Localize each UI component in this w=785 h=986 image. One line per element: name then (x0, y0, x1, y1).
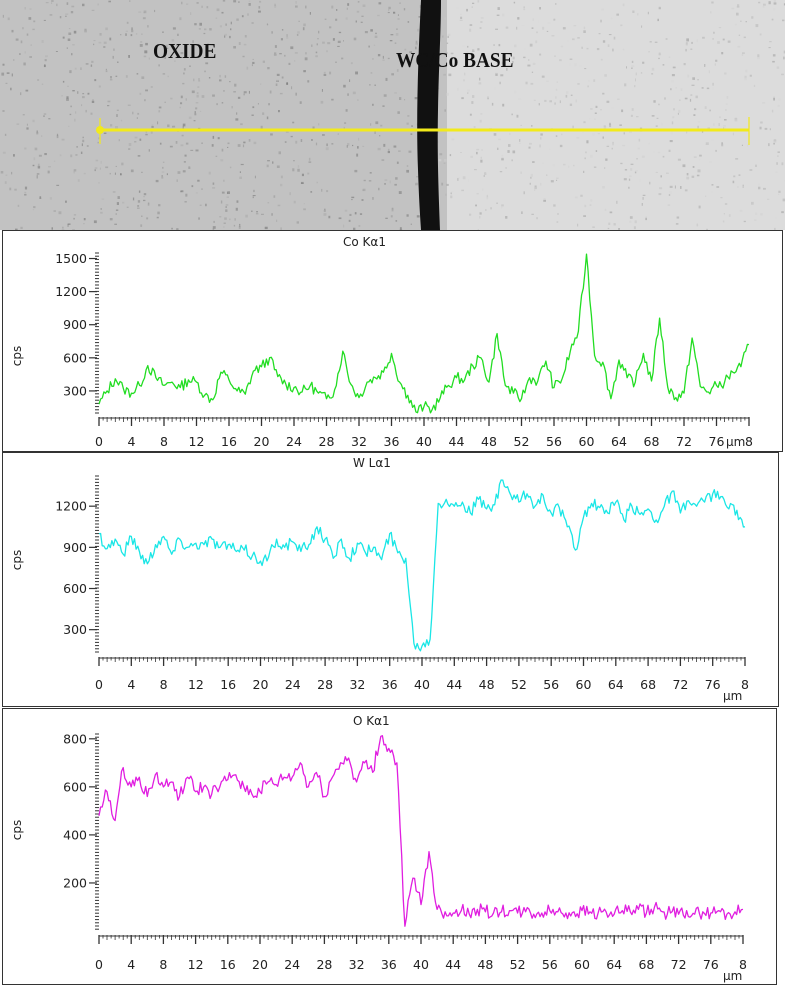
svg-text:12: 12 (188, 957, 204, 972)
svg-text:52: 52 (511, 677, 527, 692)
svg-text:52: 52 (514, 434, 530, 449)
svg-text:68: 68 (640, 677, 656, 692)
svg-text:800: 800 (63, 731, 87, 746)
svg-text:40: 40 (414, 677, 430, 692)
co-y-axis-label: cps (10, 345, 25, 367)
svg-text:36: 36 (384, 434, 400, 449)
svg-text:1200: 1200 (55, 284, 87, 299)
svg-text:24: 24 (285, 677, 301, 692)
svg-text:76: 76 (703, 957, 719, 972)
svg-text:20: 20 (253, 677, 269, 692)
svg-text:72: 72 (672, 677, 688, 692)
svg-text:4: 4 (127, 957, 135, 972)
svg-text:8: 8 (741, 677, 749, 692)
svg-text:1200: 1200 (55, 499, 87, 514)
svg-text:56: 56 (543, 677, 559, 692)
svg-text:64: 64 (608, 677, 624, 692)
svg-text:68: 68 (644, 434, 660, 449)
co-chart-title: Co Kα1 (343, 235, 386, 249)
svg-text:4: 4 (128, 434, 136, 449)
co-line-scan-chart: 300 600 900 1200 1500 0 4 8 12 16 20 24 28 32 36 40 44 48… (2, 230, 783, 452)
svg-text:48: 48 (481, 434, 497, 449)
svg-text:16: 16 (220, 957, 236, 972)
svg-text:24: 24 (286, 434, 302, 449)
o-y-axis-label: cps (10, 819, 25, 841)
svg-text:72: 72 (676, 434, 692, 449)
w-chart-title: W Lα1 (353, 456, 391, 470)
svg-text:44: 44 (445, 957, 461, 972)
svg-text:40: 40 (413, 957, 429, 972)
svg-text:20: 20 (252, 957, 268, 972)
svg-text:24: 24 (284, 957, 300, 972)
w-signal-line (98, 479, 746, 652)
svg-text:0: 0 (95, 677, 103, 692)
svg-text:300: 300 (63, 383, 87, 398)
svg-text:600: 600 (63, 350, 87, 365)
svg-text:64: 64 (611, 434, 627, 449)
svg-text:600: 600 (63, 779, 87, 794)
base-label: WC/Co BASE (396, 48, 514, 72)
svg-text:8: 8 (745, 434, 753, 449)
svg-text:48: 48 (477, 957, 493, 972)
w-line-scan-chart: 300 600 900 1200 0 4 8 12 16 20 24 28 32 36 40 44 48 52 56… (2, 452, 779, 707)
svg-text:72: 72 (671, 957, 687, 972)
svg-text:60: 60 (574, 957, 590, 972)
micrograph-image (0, 0, 785, 230)
svg-text:8: 8 (160, 677, 168, 692)
co-signal-line (98, 253, 750, 414)
svg-text:52: 52 (510, 957, 526, 972)
svg-text:32: 32 (349, 957, 365, 972)
svg-text:4: 4 (127, 677, 135, 692)
w-y-axis-label: cps (10, 549, 25, 571)
svg-text:300: 300 (63, 622, 87, 637)
svg-text:48: 48 (479, 677, 495, 692)
svg-text:8: 8 (739, 957, 747, 972)
svg-text:28: 28 (319, 434, 335, 449)
svg-text:36: 36 (381, 957, 397, 972)
svg-text:28: 28 (316, 957, 332, 972)
svg-text:16: 16 (220, 677, 236, 692)
svg-text:400: 400 (63, 827, 87, 842)
svg-text:76: 76 (709, 434, 725, 449)
svg-text:44: 44 (446, 677, 462, 692)
o-chart-title: O Kα1 (353, 714, 390, 728)
svg-text:64: 64 (606, 957, 622, 972)
svg-text:900: 900 (63, 317, 87, 332)
svg-text:68: 68 (638, 957, 654, 972)
svg-text:1500: 1500 (55, 251, 87, 266)
svg-text:56: 56 (546, 434, 562, 449)
svg-text:200: 200 (63, 875, 87, 890)
svg-text:36: 36 (382, 677, 398, 692)
w-x-axis-unit: µm (723, 689, 743, 703)
svg-text:40: 40 (416, 434, 432, 449)
svg-text:0: 0 (95, 434, 103, 449)
svg-text:8: 8 (159, 957, 167, 972)
svg-text:12: 12 (189, 434, 205, 449)
svg-text:60: 60 (576, 677, 592, 692)
svg-text:0: 0 (95, 957, 103, 972)
o-x-axis-unit: µm (723, 969, 743, 983)
oxide-label: OXIDE (153, 39, 217, 63)
svg-text:32: 32 (351, 434, 367, 449)
svg-text:32: 32 (349, 677, 365, 692)
sem-micrograph: OXIDE WC/Co BASE (0, 0, 785, 230)
svg-text:76: 76 (705, 677, 721, 692)
o-line-scan-chart: 200 400 600 800 0 4 8 12 16 20 24 28 32 36 40 44 48 52 56 6… (2, 708, 777, 985)
co-x-axis-unit: µm (726, 435, 746, 449)
o-signal-line (98, 735, 744, 927)
svg-text:8: 8 (160, 434, 168, 449)
svg-text:56: 56 (542, 957, 558, 972)
svg-text:60: 60 (579, 434, 595, 449)
svg-text:20: 20 (254, 434, 270, 449)
svg-text:44: 44 (449, 434, 465, 449)
svg-text:12: 12 (188, 677, 204, 692)
svg-text:16: 16 (221, 434, 237, 449)
svg-text:900: 900 (63, 540, 87, 555)
svg-text:600: 600 (63, 581, 87, 596)
svg-text:28: 28 (317, 677, 333, 692)
